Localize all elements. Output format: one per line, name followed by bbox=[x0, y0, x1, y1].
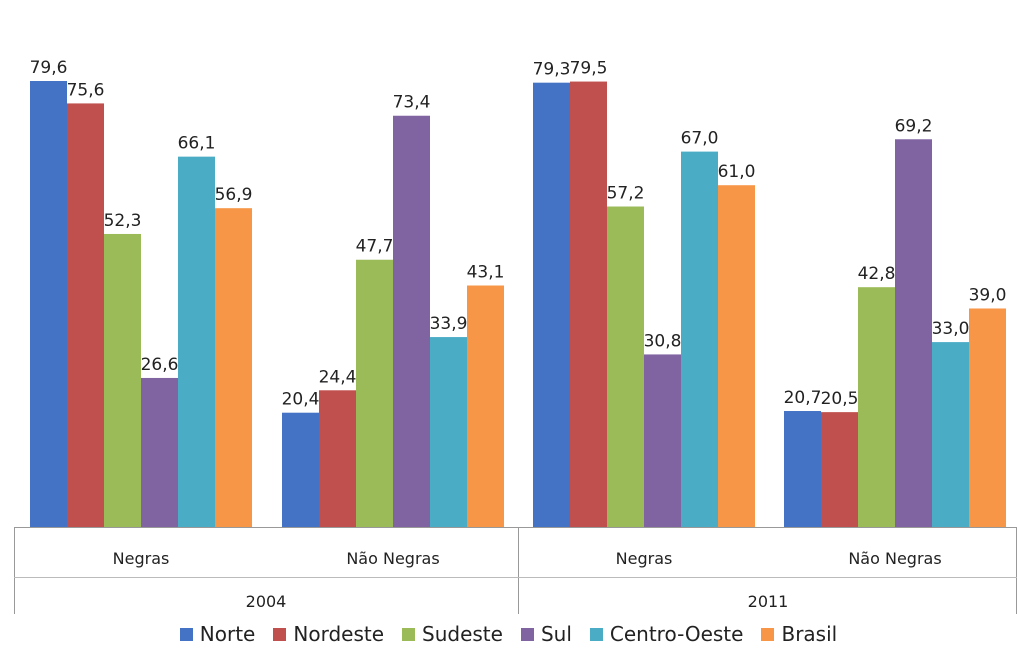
data-label-nordeste-0: 75,6 bbox=[67, 80, 105, 100]
data-label-centro-oeste-0: 66,1 bbox=[178, 134, 216, 154]
chart-svg: 79,6 20,4 79,3 20,7 75,6 24,4 79,5 20,5 52,3 47,7… bbox=[14, 58, 1017, 614]
bar-nordeste-3 bbox=[821, 412, 858, 527]
legend-item-sul: Sul bbox=[520, 622, 572, 646]
bar-brasil-0 bbox=[215, 208, 252, 527]
bar-sul-3 bbox=[895, 139, 932, 527]
data-label-nordeste-1: 24,4 bbox=[319, 367, 357, 387]
year-label-2004: 2004 bbox=[246, 592, 287, 611]
data-label-centro-oeste-2: 67,0 bbox=[681, 129, 719, 149]
bar-brasil-3 bbox=[969, 308, 1006, 527]
legend-label-nordeste: Nordeste bbox=[293, 622, 385, 646]
legend-swatch-norte bbox=[179, 627, 193, 641]
data-label-nordeste-3: 20,5 bbox=[821, 389, 859, 409]
bar-norte-0 bbox=[30, 81, 67, 527]
bar-norte-2 bbox=[533, 82, 570, 527]
legend-swatch-nordeste bbox=[273, 627, 287, 641]
category-label-negras-2011: Negras bbox=[616, 549, 673, 568]
data-label-centro-oeste-3: 33,0 bbox=[932, 319, 970, 339]
bar-sul-1 bbox=[393, 115, 430, 527]
data-label-sul-2: 30,8 bbox=[644, 331, 682, 351]
bar-norte-1 bbox=[282, 412, 319, 527]
data-label-sul-0: 26,6 bbox=[141, 355, 179, 375]
data-label-norte-3: 20,7 bbox=[784, 388, 822, 408]
data-label-nordeste-2: 79,5 bbox=[570, 59, 608, 79]
legend-item-nordeste: Nordeste bbox=[273, 622, 384, 646]
data-label-norte-1: 20,4 bbox=[282, 390, 320, 410]
legend-label-brasil: Brasil bbox=[781, 622, 838, 646]
bar-centro-oeste-3 bbox=[932, 342, 969, 527]
bar-brasil-1 bbox=[467, 285, 504, 527]
bar-sudeste-2 bbox=[607, 206, 644, 527]
legend-swatch-sudeste bbox=[402, 627, 416, 641]
bar-nordeste-1 bbox=[319, 390, 356, 527]
legend-item-sudeste: Sudeste bbox=[402, 622, 503, 646]
bar-sul-0 bbox=[141, 377, 178, 527]
bar-norte-3 bbox=[784, 411, 821, 527]
bar-sul-2 bbox=[644, 354, 681, 527]
legend-item-norte: Norte bbox=[179, 622, 256, 646]
legend-label-sudeste: Sudeste bbox=[422, 622, 503, 646]
data-label-norte-2: 79,3 bbox=[533, 60, 571, 80]
bar-nordeste-0 bbox=[67, 103, 104, 528]
legend-swatch-brasil bbox=[761, 627, 775, 641]
data-label-sudeste-1: 47,7 bbox=[356, 237, 394, 257]
legend-item-centro-oeste: Centro-Oeste bbox=[589, 622, 744, 646]
legend-label-sul: Sul bbox=[540, 622, 572, 646]
bar-centro-oeste-0 bbox=[178, 156, 215, 528]
legend-label-centro-oeste: Centro-Oeste bbox=[609, 622, 744, 646]
bar-sudeste-3 bbox=[858, 287, 895, 527]
bar-nordeste-2 bbox=[570, 81, 607, 527]
data-label-sudeste-0: 52,3 bbox=[104, 211, 142, 231]
data-label-brasil-1: 43,1 bbox=[467, 263, 505, 283]
data-label-brasil-0: 56,9 bbox=[215, 185, 253, 205]
legend-swatch-sul bbox=[520, 627, 534, 641]
data-label-brasil-3: 39,0 bbox=[969, 285, 1007, 305]
data-label-norte-0: 79,6 bbox=[30, 58, 68, 78]
data-label-sul-3: 69,2 bbox=[895, 116, 933, 136]
data-label-sul-1: 73,4 bbox=[393, 93, 431, 113]
data-label-centro-oeste-1: 33,9 bbox=[430, 314, 468, 334]
bar-sudeste-1 bbox=[356, 259, 393, 527]
category-label-nao-negras-2004: Não Negras bbox=[346, 549, 439, 568]
bar-centro-oeste-2 bbox=[681, 151, 718, 527]
legend-item-brasil: Brasil bbox=[761, 622, 837, 646]
bar-sudeste-0 bbox=[104, 233, 141, 527]
legend: Norte Nordeste Sudeste Sul Centro-Oeste … bbox=[0, 620, 1017, 648]
legend-swatch-centro-oeste bbox=[589, 627, 603, 641]
bar-brasil-2 bbox=[718, 185, 755, 528]
data-label-sudeste-2: 57,2 bbox=[607, 184, 645, 204]
data-label-sudeste-3: 42,8 bbox=[858, 264, 896, 284]
legend-label-norte: Norte bbox=[199, 622, 256, 646]
category-label-nao-negras-2011: Não Negras bbox=[848, 549, 941, 568]
bar-centro-oeste-1 bbox=[430, 337, 467, 527]
data-label-brasil-2: 61,0 bbox=[718, 162, 756, 182]
year-label-2011: 2011 bbox=[748, 592, 789, 611]
category-label-negras-2004: Negras bbox=[113, 549, 170, 568]
